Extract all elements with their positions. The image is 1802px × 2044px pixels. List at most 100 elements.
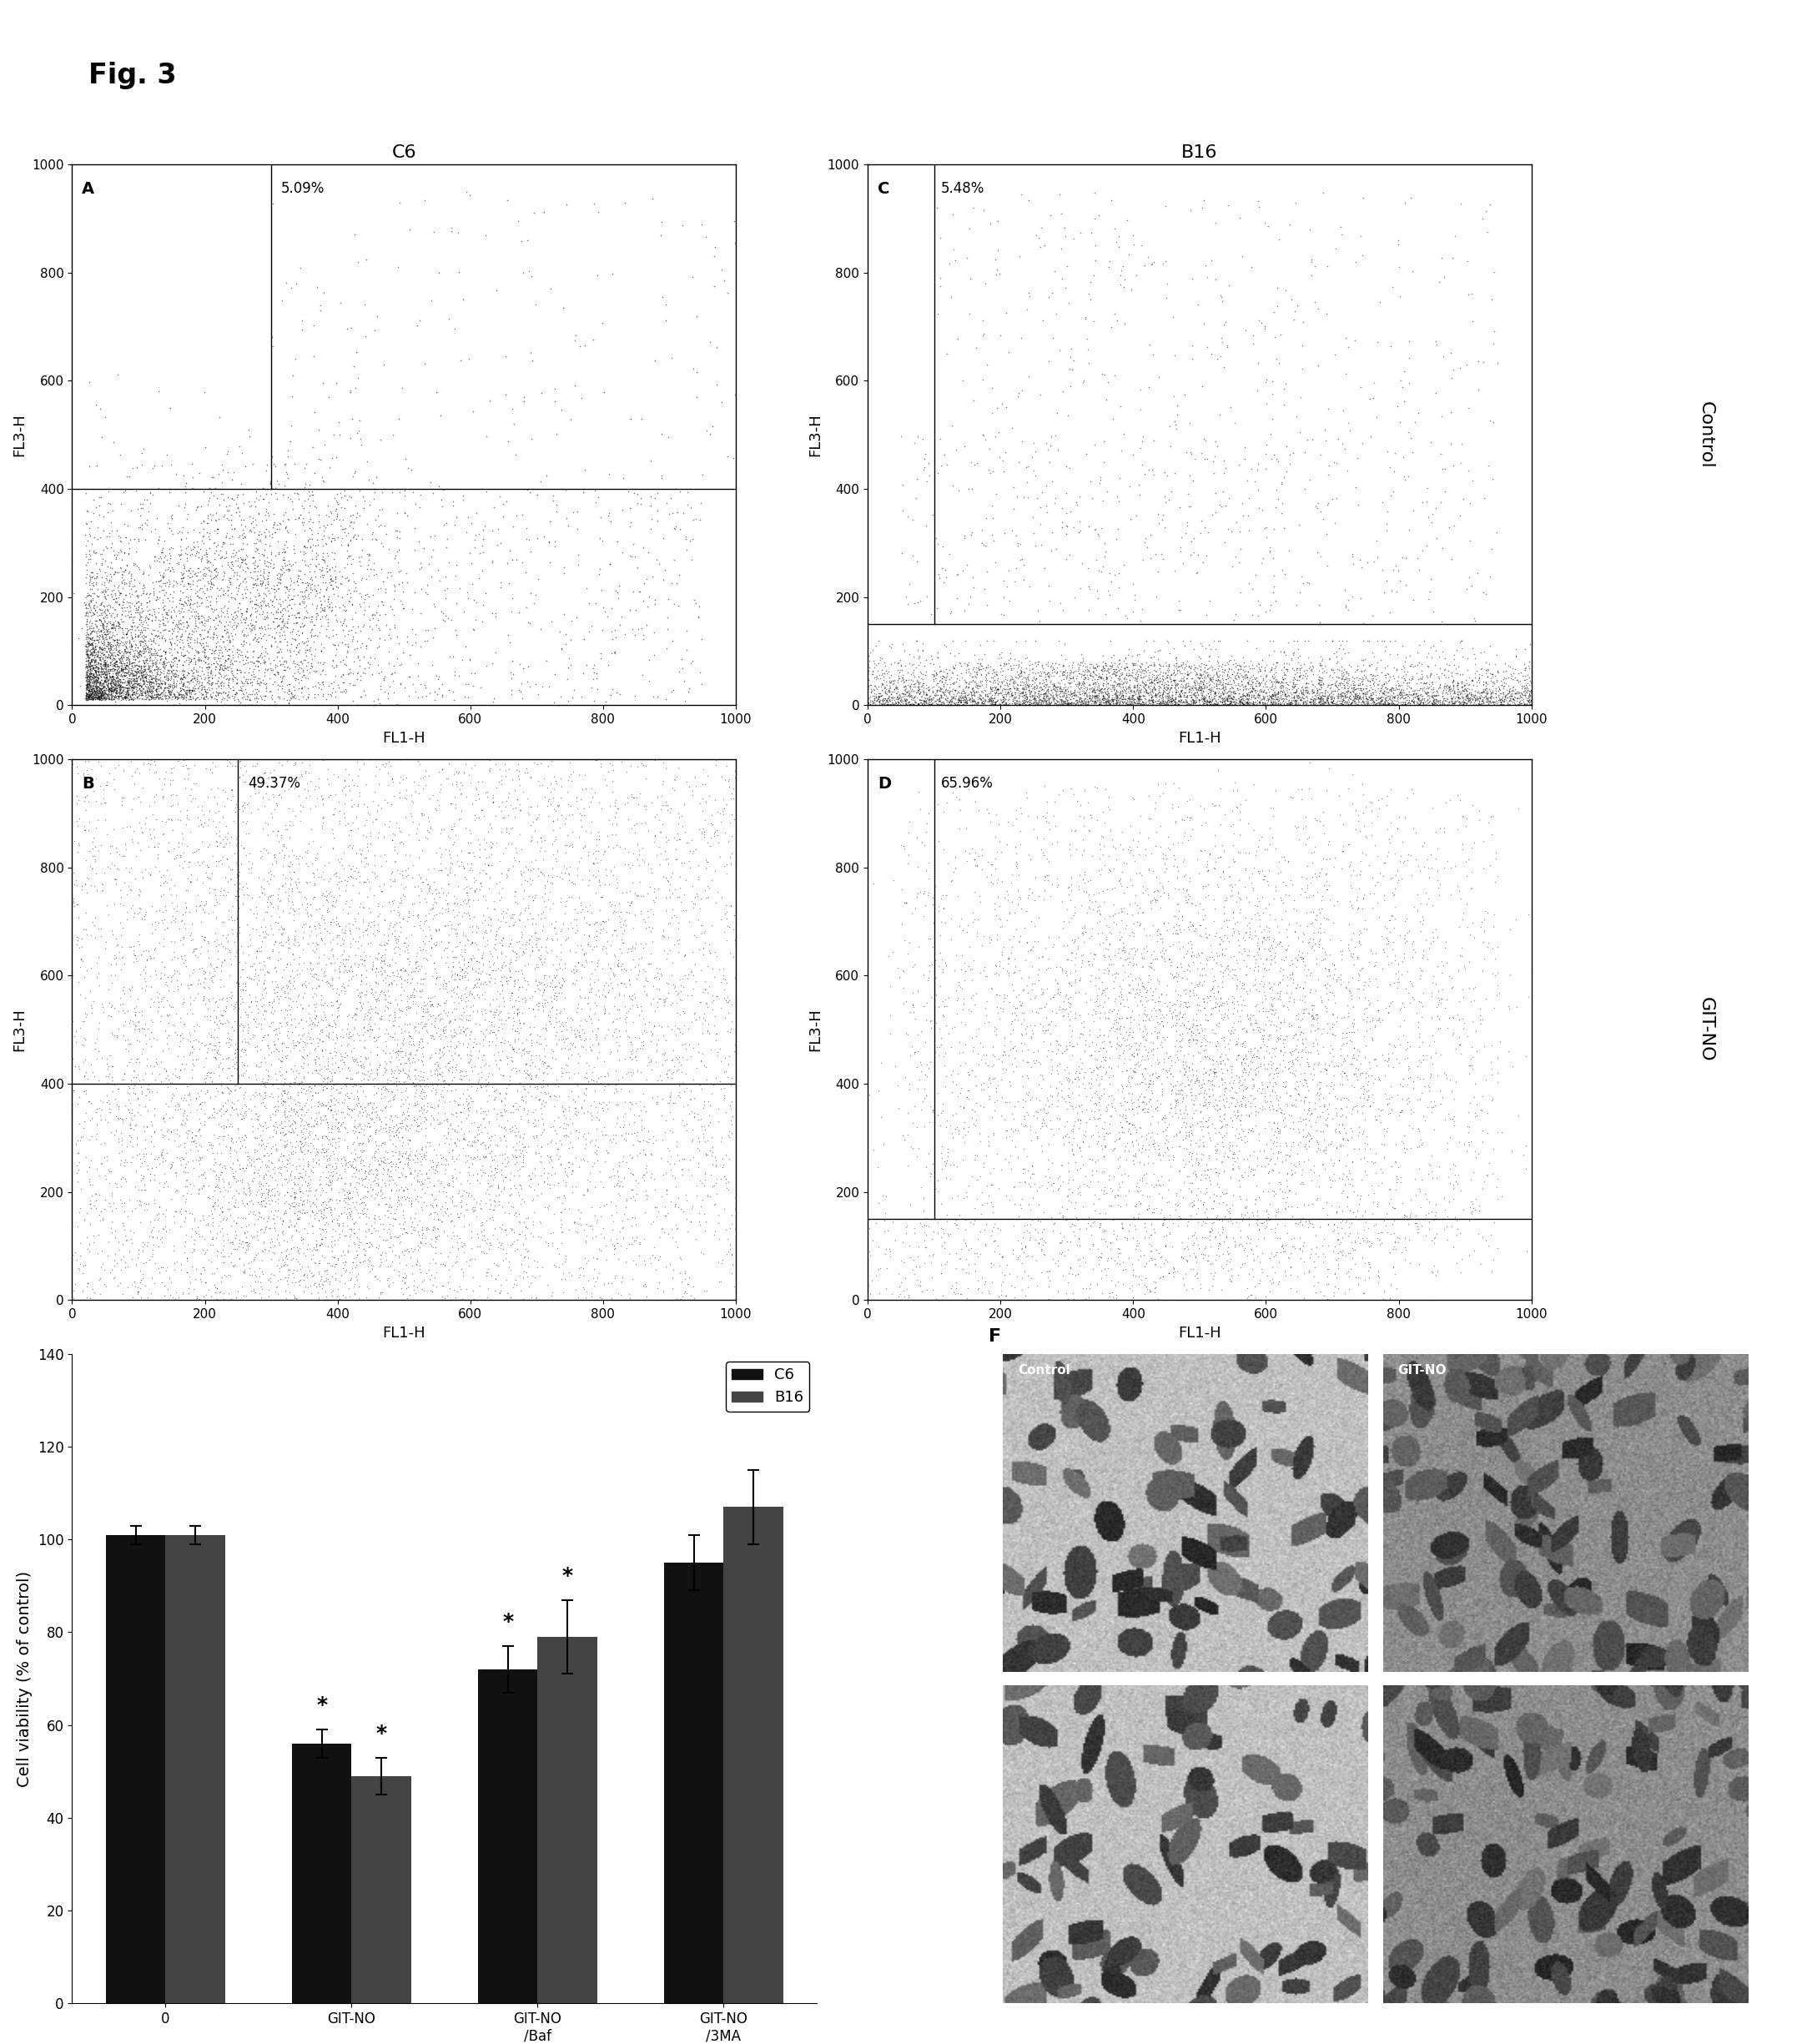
Point: [1377, 670, 1406, 703]
Point: [364, 656, 393, 689]
Point: [200, 1271, 229, 1304]
Point: [362, 1167, 391, 1200]
Point: [259, 771, 288, 803]
Point: [505, 1016, 533, 1049]
Point: [137, 668, 166, 701]
Point: [1090, 848, 1119, 881]
Point: [1025, 1206, 1054, 1239]
Point: [422, 1255, 450, 1288]
Point: [1227, 1284, 1256, 1316]
Point: [1501, 677, 1530, 709]
Point: [1431, 683, 1460, 715]
Point: [249, 1022, 278, 1055]
Point: [1195, 1216, 1224, 1249]
Point: [1103, 679, 1132, 711]
Point: [1487, 687, 1515, 719]
Point: [1159, 995, 1188, 1028]
Point: [236, 852, 265, 885]
Point: [108, 1278, 137, 1310]
Point: [117, 658, 146, 691]
Point: [1224, 683, 1252, 715]
Point: [110, 675, 139, 707]
Point: [1079, 662, 1108, 695]
Point: [299, 1188, 328, 1220]
Point: [1148, 1079, 1177, 1112]
Point: [368, 1094, 396, 1126]
Point: [1227, 989, 1256, 1022]
Point: [896, 677, 924, 709]
Point: [114, 675, 142, 707]
Point: [321, 1104, 350, 1136]
Point: [478, 838, 506, 871]
Point: [274, 589, 303, 621]
Point: [1198, 1049, 1227, 1081]
Point: [1242, 946, 1270, 979]
Point: [211, 677, 240, 709]
Point: [501, 983, 530, 1016]
Point: [1409, 1100, 1438, 1132]
Point: [227, 672, 256, 705]
Point: [308, 889, 337, 922]
Point: [241, 1075, 270, 1108]
Point: [263, 656, 292, 689]
Point: [1036, 681, 1065, 713]
Point: [278, 591, 306, 623]
Point: [1189, 793, 1218, 826]
Point: [923, 685, 951, 717]
Point: [79, 668, 108, 701]
Point: [1476, 1044, 1505, 1077]
Point: [892, 1216, 921, 1249]
Point: [1002, 991, 1031, 1024]
Point: [1213, 685, 1242, 717]
Point: [407, 1075, 436, 1108]
Point: [330, 863, 359, 895]
Point: [505, 985, 533, 1018]
Point: [155, 675, 184, 707]
Point: [948, 993, 977, 1026]
Point: [222, 1165, 250, 1198]
Point: [1483, 1233, 1512, 1265]
Point: [1429, 668, 1458, 701]
Point: [110, 650, 139, 683]
Point: [223, 662, 252, 695]
Point: [1247, 1151, 1276, 1183]
Point: [1146, 922, 1175, 955]
Point: [77, 672, 106, 705]
Point: [463, 824, 492, 856]
Point: [872, 654, 901, 687]
Point: [1047, 1081, 1076, 1114]
Legend: C6, B16: C6, B16: [726, 1361, 809, 1410]
Point: [960, 448, 989, 480]
Point: [1189, 1022, 1218, 1055]
Point: [94, 648, 123, 681]
Point: [265, 668, 294, 701]
Point: [852, 668, 881, 701]
Point: [274, 599, 303, 632]
Point: [1445, 499, 1474, 531]
Point: [1189, 511, 1218, 544]
Point: [146, 681, 175, 713]
Point: [63, 756, 92, 789]
Point: [92, 677, 121, 709]
Point: [90, 613, 119, 646]
Point: [205, 1147, 234, 1179]
Point: [1074, 687, 1103, 719]
Point: [1240, 466, 1269, 499]
Point: [1085, 1183, 1114, 1216]
Point: [1299, 879, 1328, 912]
Point: [357, 1002, 386, 1034]
Point: [97, 1179, 126, 1212]
Point: [1204, 1228, 1233, 1261]
Point: [86, 654, 115, 687]
Point: [1407, 677, 1436, 709]
Point: [207, 1196, 236, 1228]
Point: [301, 1008, 330, 1040]
Point: [467, 1214, 496, 1247]
Point: [1056, 1004, 1085, 1036]
Point: [110, 648, 139, 681]
Point: [618, 930, 647, 963]
Point: [530, 1192, 559, 1224]
Point: [380, 574, 409, 607]
Point: [328, 1106, 357, 1139]
Point: [128, 656, 157, 689]
